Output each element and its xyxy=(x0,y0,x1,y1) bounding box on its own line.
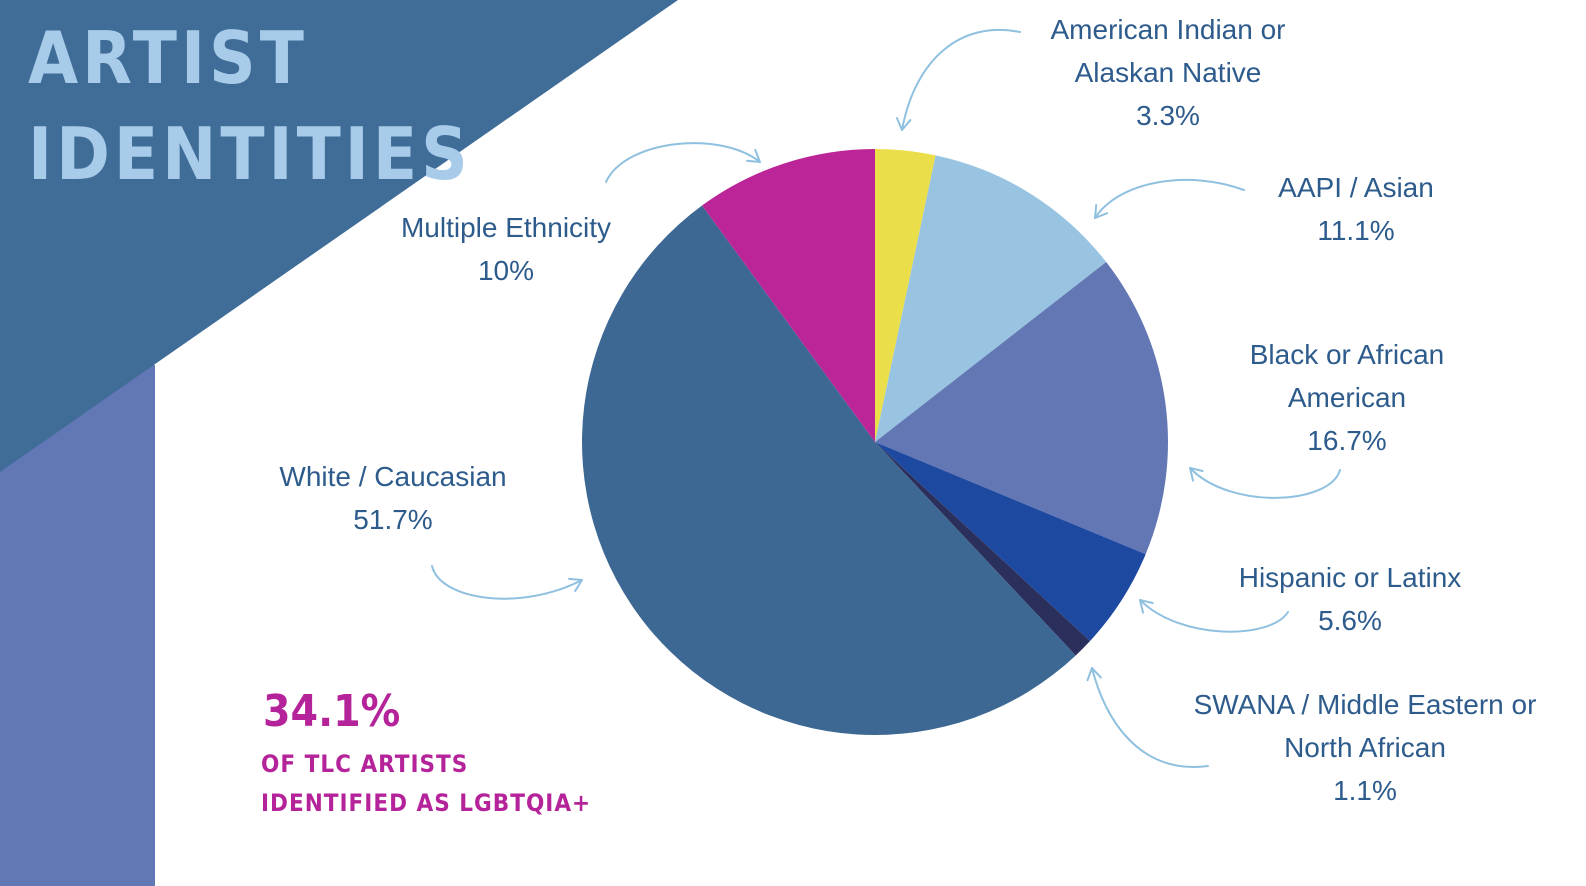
pie-slice-6 xyxy=(582,205,1076,735)
pie-slice-1 xyxy=(875,149,936,442)
callout-arrow-3 xyxy=(1189,467,1341,499)
callout-arrows xyxy=(431,28,1341,768)
slice-label-text: Multiple Ethnicity xyxy=(400,212,612,243)
slice-label-text: Black or African xyxy=(1249,339,1445,370)
page-title-line-2: IDENTITIES xyxy=(28,112,472,196)
slice-label-text: Hispanic or Latinx xyxy=(1238,562,1462,593)
slice-value: 10% xyxy=(477,255,535,286)
stat-value: 34.1% xyxy=(263,686,401,737)
slice-label-5: SWANA / Middle Eastern or North African 1.… xyxy=(1194,683,1537,812)
slice-value: 11.1% xyxy=(1317,215,1395,246)
pie-slice-5 xyxy=(875,442,1091,656)
slice-label-text: American xyxy=(1287,382,1407,413)
callout-arrow-6 xyxy=(431,565,583,600)
callout-arrowhead-5 xyxy=(1086,667,1102,682)
page-title-line-1: ARTIST xyxy=(28,16,308,100)
callout-arrowhead-4 xyxy=(1139,599,1154,614)
slice-label-text: North African xyxy=(1284,732,1446,763)
slice-value: 3.3% xyxy=(1136,100,1200,131)
callout-arrow-5 xyxy=(1091,667,1209,768)
banner-dark-triangle xyxy=(0,0,678,472)
stat-caption-line-1: OF TLC ARTISTS xyxy=(261,750,469,778)
callout-arrow-1 xyxy=(901,28,1021,131)
slice-label-text: White / Caucasian xyxy=(279,461,507,492)
callout-arrow-2 xyxy=(1094,178,1245,219)
slice-label-text: Alaskan Native xyxy=(1074,57,1262,88)
slice-label-text: AAPI / Asian xyxy=(1278,172,1434,203)
callout-arrowhead-2 xyxy=(1094,204,1109,219)
slice-value: 51.7% xyxy=(353,504,433,535)
slice-label-text: SWANA / Middle Eastern or xyxy=(1193,689,1537,720)
slice-label-4: Hispanic or Latinx 5.6% xyxy=(1239,556,1462,642)
slice-label-6: White / Caucasian 51.7% xyxy=(279,455,506,541)
slice-label-3: Black or African American 16.7% xyxy=(1250,333,1445,462)
pie-slice-3 xyxy=(875,262,1169,555)
slice-label-1: American Indian or Alaskan Native 3.3% xyxy=(1050,8,1285,137)
callout-arrowhead-3 xyxy=(1189,467,1204,482)
callout-arrow-7 xyxy=(605,142,761,183)
pie-slice-4 xyxy=(875,442,1146,642)
pie-slices xyxy=(582,149,1169,735)
slice-value: 1.1% xyxy=(1333,775,1397,806)
slice-value: 16.7% xyxy=(1307,425,1387,456)
stat-caption-line-2: IDENTIFIED AS LGBTQIA+ xyxy=(261,789,592,817)
banner-light-strip xyxy=(0,365,155,886)
pie-slice-2 xyxy=(875,155,1107,442)
slice-label-text: American Indian or xyxy=(1050,14,1286,45)
pie-slice-7 xyxy=(702,149,875,442)
callout-arrowhead-7 xyxy=(746,148,761,163)
callout-arrowhead-1 xyxy=(895,117,912,131)
callout-arrowhead-6 xyxy=(568,577,583,593)
slice-value: 5.6% xyxy=(1318,605,1382,636)
slice-label-7: Multiple Ethnicity 10% xyxy=(401,206,611,292)
callout-arrow-4 xyxy=(1139,599,1289,633)
slice-label-2: AAPI / Asian 11.1% xyxy=(1278,166,1434,252)
